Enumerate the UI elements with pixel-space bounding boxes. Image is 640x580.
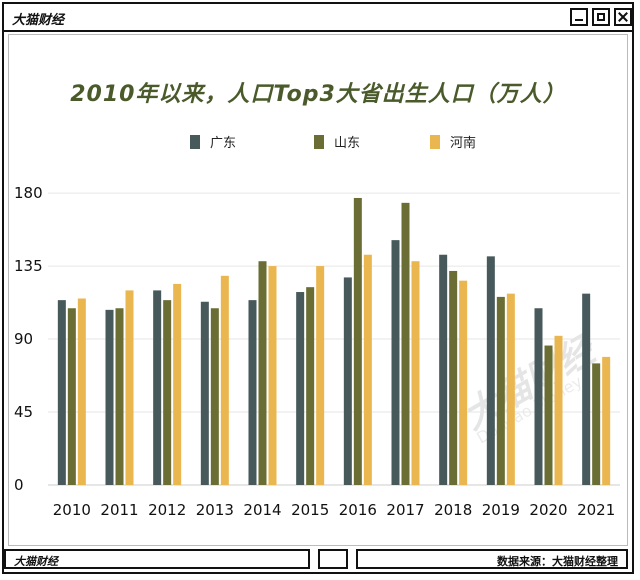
bar xyxy=(554,335,563,485)
bar xyxy=(248,300,257,485)
legend-label-shandong: 山东 xyxy=(334,136,361,151)
bar xyxy=(306,287,315,485)
bar xyxy=(363,254,372,485)
window-title: 大猫财经 xyxy=(12,13,65,28)
bar xyxy=(391,240,400,485)
x-tick-label: 2011 xyxy=(100,501,138,519)
bar xyxy=(582,293,591,485)
legend-item-shandong: 山东 xyxy=(314,132,361,151)
y-tick-label: 45 xyxy=(14,403,33,421)
x-tick-label: 2015 xyxy=(291,501,329,519)
close-icon[interactable] xyxy=(614,8,632,26)
legend-label-henan: 河南 xyxy=(450,136,477,151)
y-tick-label: 90 xyxy=(14,330,33,348)
footer-box-right: 数据来源：大猫财经整理 xyxy=(356,549,628,569)
footer-bar: 大猫财经 数据来源：大猫财经整理 xyxy=(0,549,636,573)
maximize-icon[interactable] xyxy=(592,8,610,26)
bar xyxy=(173,283,182,485)
footer-box-left: 大猫财经 xyxy=(4,549,310,569)
bar xyxy=(220,275,229,485)
bar xyxy=(592,363,601,485)
bar xyxy=(210,308,219,485)
bar xyxy=(343,277,352,485)
bar xyxy=(506,293,515,485)
bar xyxy=(544,345,553,485)
bar xyxy=(153,290,162,485)
x-tick-label: 2013 xyxy=(196,501,234,519)
bar xyxy=(77,298,86,485)
bar xyxy=(105,309,114,485)
bar xyxy=(534,308,543,485)
bar xyxy=(486,256,495,485)
legend-swatch-guangdong xyxy=(190,134,200,149)
legend-swatch-henan xyxy=(430,134,440,149)
bar xyxy=(602,356,611,485)
legend-swatch-shandong xyxy=(314,134,324,149)
bar xyxy=(449,270,458,485)
x-tick-label: 2010 xyxy=(53,501,91,519)
legend-item-henan: 河南 xyxy=(430,132,477,151)
bar xyxy=(163,300,172,485)
data-source: 数据来源：大猫财经整理 xyxy=(497,555,618,568)
minimize-icon[interactable] xyxy=(570,8,588,26)
bar xyxy=(353,197,362,486)
footer-brand: 大猫财经 xyxy=(14,555,58,568)
x-tick-label: 2017 xyxy=(386,501,424,519)
x-tick-label: 2014 xyxy=(243,501,281,519)
footer-box-middle xyxy=(318,549,348,569)
bar xyxy=(67,308,76,485)
bar xyxy=(316,266,325,485)
legend-label-guangdong: 广东 xyxy=(210,136,237,151)
y-tick-label: 180 xyxy=(14,184,43,202)
x-tick-label: 2012 xyxy=(148,501,186,519)
bar xyxy=(125,290,134,485)
x-tick-label: 2019 xyxy=(482,501,520,519)
x-tick-label: 2020 xyxy=(529,501,567,519)
legend-item-guangdong: 广东 xyxy=(190,132,237,151)
bar xyxy=(439,254,448,485)
bar xyxy=(459,280,468,485)
x-tick-label: 2016 xyxy=(339,501,377,519)
bar xyxy=(258,261,267,485)
bar xyxy=(115,308,124,485)
chart-title: 2010年以来，人口Top3大省出生人口（万人） xyxy=(70,82,566,107)
bar xyxy=(296,292,305,485)
title-bar: 大猫财经 xyxy=(4,4,632,32)
bar xyxy=(401,202,410,486)
y-tick-label: 135 xyxy=(14,257,43,275)
bar xyxy=(268,266,277,485)
x-tick-label: 2021 xyxy=(577,501,615,519)
bar xyxy=(200,301,209,485)
bar xyxy=(496,296,505,485)
bar xyxy=(57,300,66,485)
bar xyxy=(411,261,420,485)
bar-chart: 0 45 90 135 180 2010 2011 2012 2013 2014 2015 2016 2… xyxy=(14,184,620,519)
y-tick-label: 0 xyxy=(14,476,24,494)
x-tick-label: 2018 xyxy=(434,501,472,519)
